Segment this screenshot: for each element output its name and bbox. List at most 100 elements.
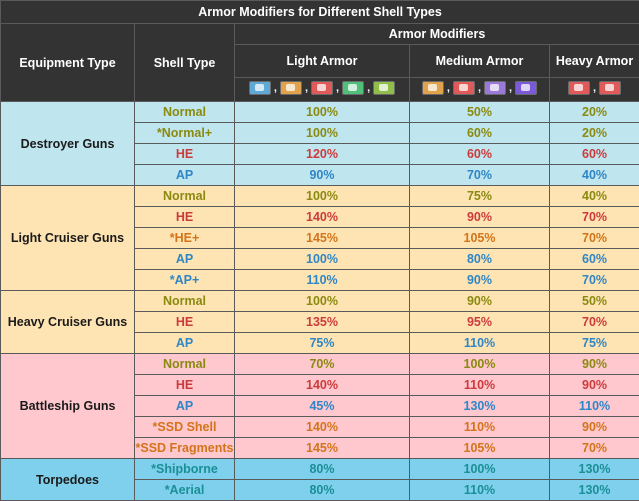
heavy-armor-cell: 130% [550,480,639,501]
light-armor-cell: 145% [235,438,410,459]
equipment-type-header: Equipment Type [1,24,135,102]
medium-armor-cell: 105% [410,228,550,249]
heavy-armor-cell: 70% [550,312,639,333]
heavy-armor-icons: , [550,78,639,102]
equipment-type-cell: Battleship Guns [1,354,135,459]
icon-separator: , [274,82,277,94]
light-armor-cell: 90% [235,165,410,186]
medium-armor-header: Medium Armor [410,45,550,78]
light-armor-cell: 140% [235,417,410,438]
shell-type-cell: *AP+ [135,270,235,291]
medium-armor-cell: 105% [410,438,550,459]
heavy-armor-header: Heavy Armor [550,45,639,78]
heavy-armor-cell: 90% [550,417,639,438]
medium-armor-cell: 95% [410,312,550,333]
shell-type-cell: Normal [135,186,235,207]
medium-armor-cell: 130% [410,396,550,417]
heavy-armor-cell: 60% [550,144,639,165]
equipment-type-cell: Torpedoes [1,459,135,501]
icon-separator: , [478,82,481,94]
light-armor-cell: 135% [235,312,410,333]
heavy-armor-cell: 40% [550,186,639,207]
light-armor-cell: 100% [235,186,410,207]
heavy-armor-cell: 75% [550,333,639,354]
medium-armor-cell: 100% [410,354,550,375]
heavy-armor-cell: 20% [550,102,639,123]
medium-armor-cell: 60% [410,144,550,165]
light-armor-cell: 80% [235,480,410,501]
heavy-armor-cell: 130% [550,459,639,480]
light-armor-cell: 45% [235,396,410,417]
shell-type-cell: AP [135,249,235,270]
icon-separator: , [336,82,339,94]
medium-armor-cell: 75% [410,186,550,207]
shell-type-cell: AP [135,396,235,417]
support-hull-icon [373,81,395,95]
medium-armor-cell: 110% [410,375,550,396]
heavy-armor-cell: 70% [550,207,639,228]
carrier-hull-icon [515,81,537,95]
equipment-type-cell: Heavy Cruiser Guns [1,291,135,354]
shell-type-cell: *Aerial [135,480,235,501]
shell-type-header: Shell Type [135,24,235,102]
heavy-armor-cell: 90% [550,375,639,396]
heavy-armor-cell: 70% [550,438,639,459]
sub-hull-icon [342,81,364,95]
armor-modifiers-header: Armor Modifiers [235,24,639,45]
medium-armor-cell: 110% [410,480,550,501]
shell-type-cell: Normal [135,291,235,312]
shell-type-cell: *HE+ [135,228,235,249]
heavy-armor-cell: 110% [550,396,639,417]
shell-type-cell: *SSD Shell [135,417,235,438]
light-armor-cell: 100% [235,291,410,312]
medium-armor-cell: 70% [410,165,550,186]
shell-type-cell: HE [135,375,235,396]
medium-armor-cell: 110% [410,417,550,438]
icon-separator: , [447,82,450,94]
light-armor-cell: 140% [235,207,410,228]
medium-armor-cell: 110% [410,333,550,354]
destroyer-hull-icon [249,81,271,95]
heavy-armor-cell: 60% [550,249,639,270]
light-armor-cell: 120% [235,144,410,165]
light-armor-cell: 145% [235,228,410,249]
large-cruiser-hull-icon [453,81,475,95]
heavy-armor-cell: 90% [550,354,639,375]
shell-type-cell: AP [135,333,235,354]
shell-type-cell: Normal [135,354,235,375]
medium-armor-cell: 50% [410,102,550,123]
icon-separator: , [509,82,512,94]
shell-type-cell: Normal [135,102,235,123]
table-title: Armor Modifiers for Different Shell Type… [1,1,639,24]
light-armor-cell: 70% [235,354,410,375]
medium-armor-cell: 90% [410,270,550,291]
equipment-type-cell: Light Cruiser Guns [1,186,135,291]
heavy-armor-cell: 70% [550,270,639,291]
shell-type-cell: AP [135,165,235,186]
medium-armor-cell: 80% [410,249,550,270]
icon-separator: , [367,82,370,94]
heavy-armor-cell: 50% [550,291,639,312]
light-armor-cell: 100% [235,102,410,123]
shell-type-cell: *Shipborne [135,459,235,480]
shell-type-cell: *Normal+ [135,123,235,144]
medium-armor-icons: ,,, [410,78,550,102]
light-armor-cell: 100% [235,123,410,144]
battleship-hull-icon [568,81,590,95]
icon-separator: , [593,82,596,94]
light-armor-cell: 100% [235,249,410,270]
shell-type-cell: HE [135,144,235,165]
medium-armor-cell: 60% [410,123,550,144]
shell-type-cell: HE [135,207,235,228]
equipment-type-cell: Destroyer Guns [1,102,135,186]
light-armor-icons: ,,,, [235,78,410,102]
heavy-armor-cell: 40% [550,165,639,186]
light-armor-cell: 110% [235,270,410,291]
medium-armor-cell: 90% [410,291,550,312]
